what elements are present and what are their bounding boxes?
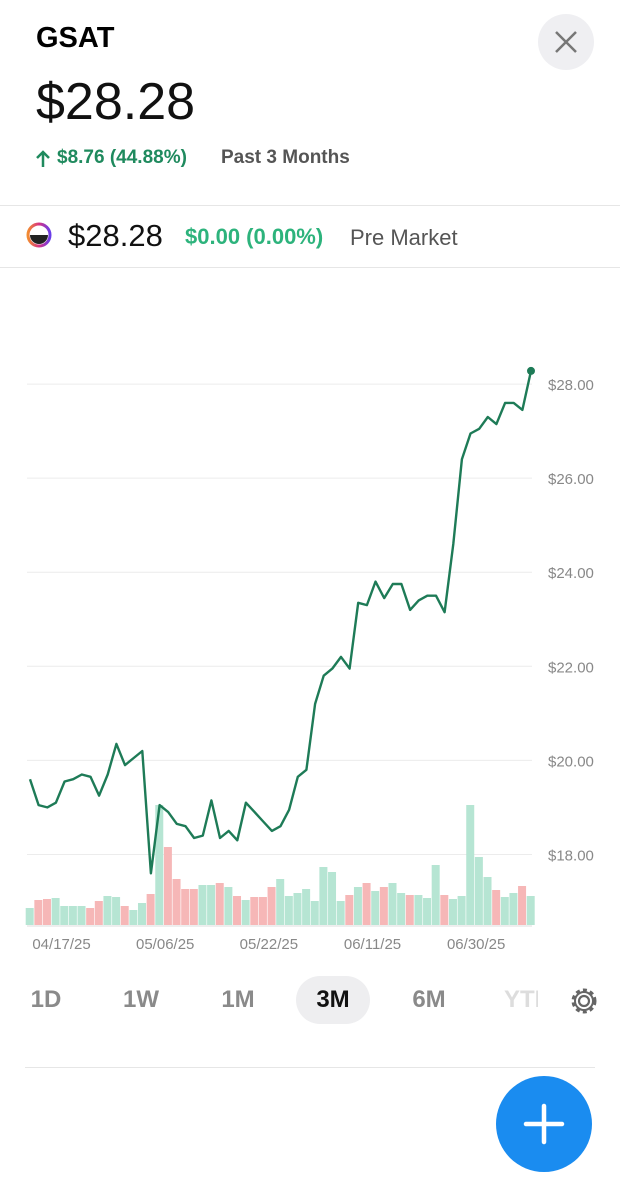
range-button[interactable]: 1W: [123, 986, 159, 1013]
volume-bar: [181, 889, 190, 925]
volume-bar: [120, 906, 129, 925]
volume-bar: [103, 896, 112, 925]
divider: [0, 205, 620, 206]
volume-bar: [293, 893, 302, 925]
premarket-change: $0.00 (0.00%): [185, 224, 324, 249]
volume-bar: [241, 900, 250, 925]
price-change: $8.76 (44.88%): [57, 147, 187, 168]
divider: [25, 1067, 595, 1068]
volume-bar: [284, 896, 293, 925]
volume-bar: [60, 906, 69, 925]
volume-bar: [250, 897, 259, 925]
volume-bar: [163, 847, 172, 925]
volume-bar: [474, 857, 483, 925]
x-tick-label: 06/11/25: [344, 936, 401, 953]
volume-bar: [25, 908, 34, 925]
range-button[interactable]: YTD: [504, 986, 538, 1013]
volume-bar: [68, 906, 77, 925]
volume-bar: [189, 889, 198, 925]
divider: [0, 267, 620, 268]
volume-bar: [276, 879, 285, 925]
volume-bar: [155, 805, 164, 925]
volume-bar: [518, 886, 527, 925]
volume-bar: [388, 883, 397, 925]
volume-bar: [448, 899, 457, 925]
volume-bar: [267, 887, 276, 925]
up-arrow: [36, 150, 50, 167]
volume-bar: [500, 897, 509, 925]
x-tick-label: 06/30/25: [447, 936, 505, 953]
volume-bar: [405, 895, 414, 925]
y-tick-label: $28.00: [548, 377, 594, 394]
volume-bar: [129, 910, 138, 925]
add-button[interactable]: [494, 1074, 596, 1176]
market-icon: [26, 222, 52, 248]
volume-bar: [112, 897, 121, 925]
volume-bar: [526, 896, 535, 925]
settings-button[interactable]: [569, 986, 599, 1016]
volume-bar: [328, 872, 337, 925]
close-button[interactable]: [538, 14, 594, 70]
volume-bar: [94, 901, 103, 925]
volume-bar: [431, 865, 440, 925]
volume-bar: [423, 898, 432, 925]
x-tick-label: 05/22/25: [240, 936, 298, 953]
volume-bar: [51, 898, 60, 925]
volume-bar: [353, 887, 362, 925]
volume-bar: [302, 889, 311, 925]
volume-bar: [509, 893, 518, 925]
volume-bar: [483, 877, 492, 925]
volume-bar: [224, 887, 233, 925]
volume-bar: [371, 891, 380, 925]
volume-bar: [198, 885, 207, 925]
price: $28.28: [36, 73, 196, 131]
y-tick-label: $20.00: [548, 753, 594, 770]
premarket-price: $28.28: [68, 218, 163, 253]
volume-bar: [414, 895, 423, 925]
range-button-selected[interactable]: 3M: [296, 976, 370, 1024]
volume-bar: [233, 896, 242, 925]
volume-bar: [137, 903, 146, 925]
range-button[interactable]: 1M: [221, 986, 255, 1013]
last-point: [527, 366, 535, 375]
range-button[interactable]: 1D: [30, 986, 62, 1013]
price-line: [28, 370, 533, 875]
volume-bar: [77, 906, 86, 925]
range-button[interactable]: 6M: [412, 986, 446, 1013]
volume-bar: [379, 887, 388, 925]
volume-bar: [492, 890, 501, 925]
volume-bar: [215, 883, 224, 925]
volume-bar: [397, 893, 406, 925]
volume-bar: [457, 896, 466, 925]
y-tick-label: $22.00: [548, 659, 594, 676]
ticker: GSAT: [36, 22, 115, 54]
volume-bar: [172, 879, 181, 925]
price-chart: $18.00 $20.00 $22.00 $24.00 $26.00 $28.00 04/1…: [25, 366, 594, 953]
volume-bar: [362, 883, 371, 925]
volume-bar: [86, 908, 95, 925]
volume-bar: [466, 805, 475, 925]
volume-bar: [146, 894, 155, 925]
volume-bar: [34, 900, 43, 925]
volume-bar: [336, 901, 345, 925]
x-tick-label: 04/17/25: [32, 936, 90, 953]
volume-bar: [319, 867, 328, 925]
y-tick-label: $24.00: [548, 565, 594, 582]
volume-bar: [207, 885, 216, 925]
volume-bar: [440, 895, 449, 925]
premarket-label: Pre Market: [350, 225, 458, 250]
volume-bar: [42, 899, 51, 925]
volume-bar: [345, 895, 354, 925]
period: Past 3 Months: [221, 147, 350, 168]
x-tick-label: 05/06/25: [136, 936, 194, 953]
volume-bar: [310, 901, 319, 925]
y-tick-label: $18.00: [548, 847, 594, 864]
volume-bar: [258, 897, 267, 925]
y-tick-label: $26.00: [548, 471, 594, 488]
